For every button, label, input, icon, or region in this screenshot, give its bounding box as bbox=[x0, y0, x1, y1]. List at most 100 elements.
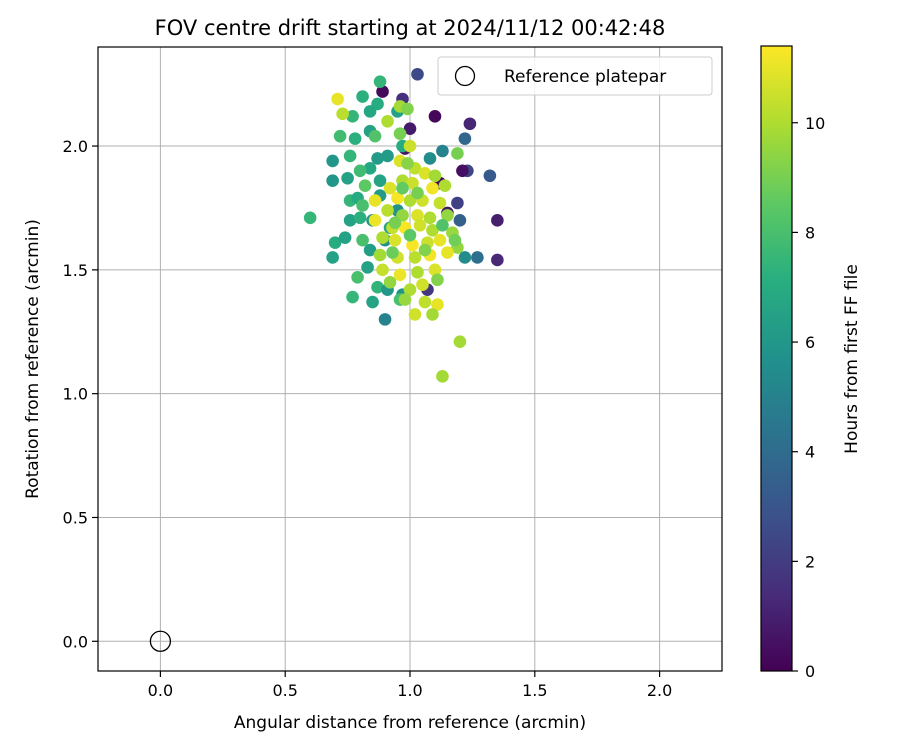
data-point bbox=[441, 209, 454, 222]
data-point bbox=[426, 181, 439, 195]
data-point bbox=[491, 253, 504, 267]
data-point bbox=[336, 107, 349, 121]
data-point bbox=[463, 117, 477, 131]
data-point bbox=[416, 278, 429, 292]
data-point bbox=[396, 181, 409, 195]
data-point bbox=[356, 233, 369, 247]
data-point bbox=[448, 233, 462, 247]
colorbar-tick-label: 4 bbox=[805, 443, 815, 462]
data-point bbox=[436, 370, 449, 383]
data-point bbox=[428, 263, 442, 277]
legend-marker-icon bbox=[454, 65, 476, 87]
data-point bbox=[406, 238, 419, 252]
legend-box bbox=[437, 56, 713, 96]
data-point bbox=[356, 199, 369, 212]
x-tick-label: 1.5 bbox=[522, 681, 547, 700]
data-point bbox=[343, 149, 357, 163]
data-point bbox=[383, 275, 397, 289]
data-point bbox=[326, 154, 339, 168]
data-point bbox=[418, 166, 432, 180]
chart-title: FOV centre drift starting at 2024/11/12 … bbox=[155, 16, 666, 40]
data-point bbox=[428, 110, 442, 123]
y-tick-label: 0.0 bbox=[63, 632, 88, 651]
data-point bbox=[341, 171, 354, 185]
data-point bbox=[391, 191, 404, 205]
data-point bbox=[378, 313, 392, 326]
y-tick-label: 2.0 bbox=[63, 137, 88, 156]
colorbar-tick-label: 10 bbox=[805, 114, 825, 133]
colorbar-frame bbox=[760, 45, 793, 672]
data-point bbox=[353, 164, 367, 178]
data-point bbox=[411, 67, 424, 81]
x-axis-label: Angular distance from reference (arcmin) bbox=[234, 713, 586, 733]
data-point bbox=[426, 308, 439, 321]
y-tick-label: 1.5 bbox=[63, 261, 88, 280]
data-point bbox=[403, 228, 417, 242]
data-point bbox=[351, 270, 364, 284]
data-point bbox=[368, 214, 382, 227]
data-point bbox=[411, 186, 424, 200]
data-point bbox=[356, 90, 369, 103]
data-point bbox=[368, 194, 382, 207]
data-point bbox=[373, 248, 387, 262]
data-point bbox=[401, 157, 414, 170]
reference-point bbox=[149, 630, 172, 652]
colorbar-tick-label: 2 bbox=[805, 552, 815, 571]
colorbar-tick-label: 8 bbox=[805, 223, 815, 242]
data-point bbox=[366, 295, 379, 309]
data-point bbox=[363, 105, 377, 118]
data-point bbox=[363, 162, 377, 175]
data-point bbox=[441, 246, 454, 259]
data-point bbox=[451, 147, 464, 160]
data-point bbox=[451, 196, 464, 210]
data-point bbox=[418, 295, 432, 309]
data-point bbox=[413, 218, 427, 232]
data-point bbox=[373, 75, 387, 88]
colorbar-tick-label: 6 bbox=[805, 333, 815, 352]
data-point bbox=[411, 266, 424, 279]
data-point bbox=[428, 169, 442, 183]
data-point bbox=[346, 110, 359, 123]
data-point bbox=[433, 233, 447, 247]
data-point bbox=[353, 211, 367, 225]
data-point bbox=[438, 179, 452, 192]
data-point bbox=[393, 127, 407, 140]
data-point bbox=[358, 179, 372, 192]
x-tick-label: 1.0 bbox=[397, 681, 422, 700]
data-point bbox=[376, 231, 389, 244]
data-point bbox=[333, 129, 347, 143]
y-axis: 0.0 0.5 1.0 1.5 2.0 bbox=[63, 137, 98, 651]
data-point bbox=[403, 122, 417, 136]
data-point bbox=[483, 169, 497, 183]
data-point bbox=[403, 283, 417, 296]
data-point bbox=[386, 246, 399, 259]
x-tick-label: 0.5 bbox=[272, 681, 297, 700]
data-point bbox=[388, 216, 402, 230]
y-tick-label: 1.0 bbox=[63, 385, 88, 404]
data-point bbox=[361, 261, 374, 274]
colorbar-label: Hours from first FF file bbox=[842, 264, 862, 454]
data-point bbox=[418, 243, 432, 257]
data-point bbox=[398, 293, 412, 306]
colorbar: 0 2 4 6 8 10 Hours from first FF file bbox=[760, 45, 862, 681]
data-point bbox=[326, 174, 339, 188]
data-point bbox=[453, 214, 467, 227]
data-point bbox=[458, 132, 472, 145]
data-point bbox=[411, 209, 424, 222]
data-point bbox=[381, 204, 394, 217]
colorbar-ticks: 0 2 4 6 8 10 bbox=[792, 114, 825, 681]
data-point bbox=[383, 181, 397, 195]
data-point bbox=[453, 335, 467, 348]
data-point bbox=[371, 280, 384, 294]
data-point bbox=[426, 223, 439, 237]
data-point bbox=[376, 263, 389, 277]
data-point bbox=[388, 233, 402, 247]
x-tick-label: 0.0 bbox=[148, 681, 173, 700]
data-point bbox=[348, 132, 362, 145]
data-point bbox=[436, 218, 449, 232]
data-point bbox=[491, 214, 504, 227]
colorbar-tick-label: 0 bbox=[805, 662, 815, 681]
data-point bbox=[408, 308, 422, 321]
data-point bbox=[393, 268, 407, 282]
data-point bbox=[408, 251, 422, 264]
